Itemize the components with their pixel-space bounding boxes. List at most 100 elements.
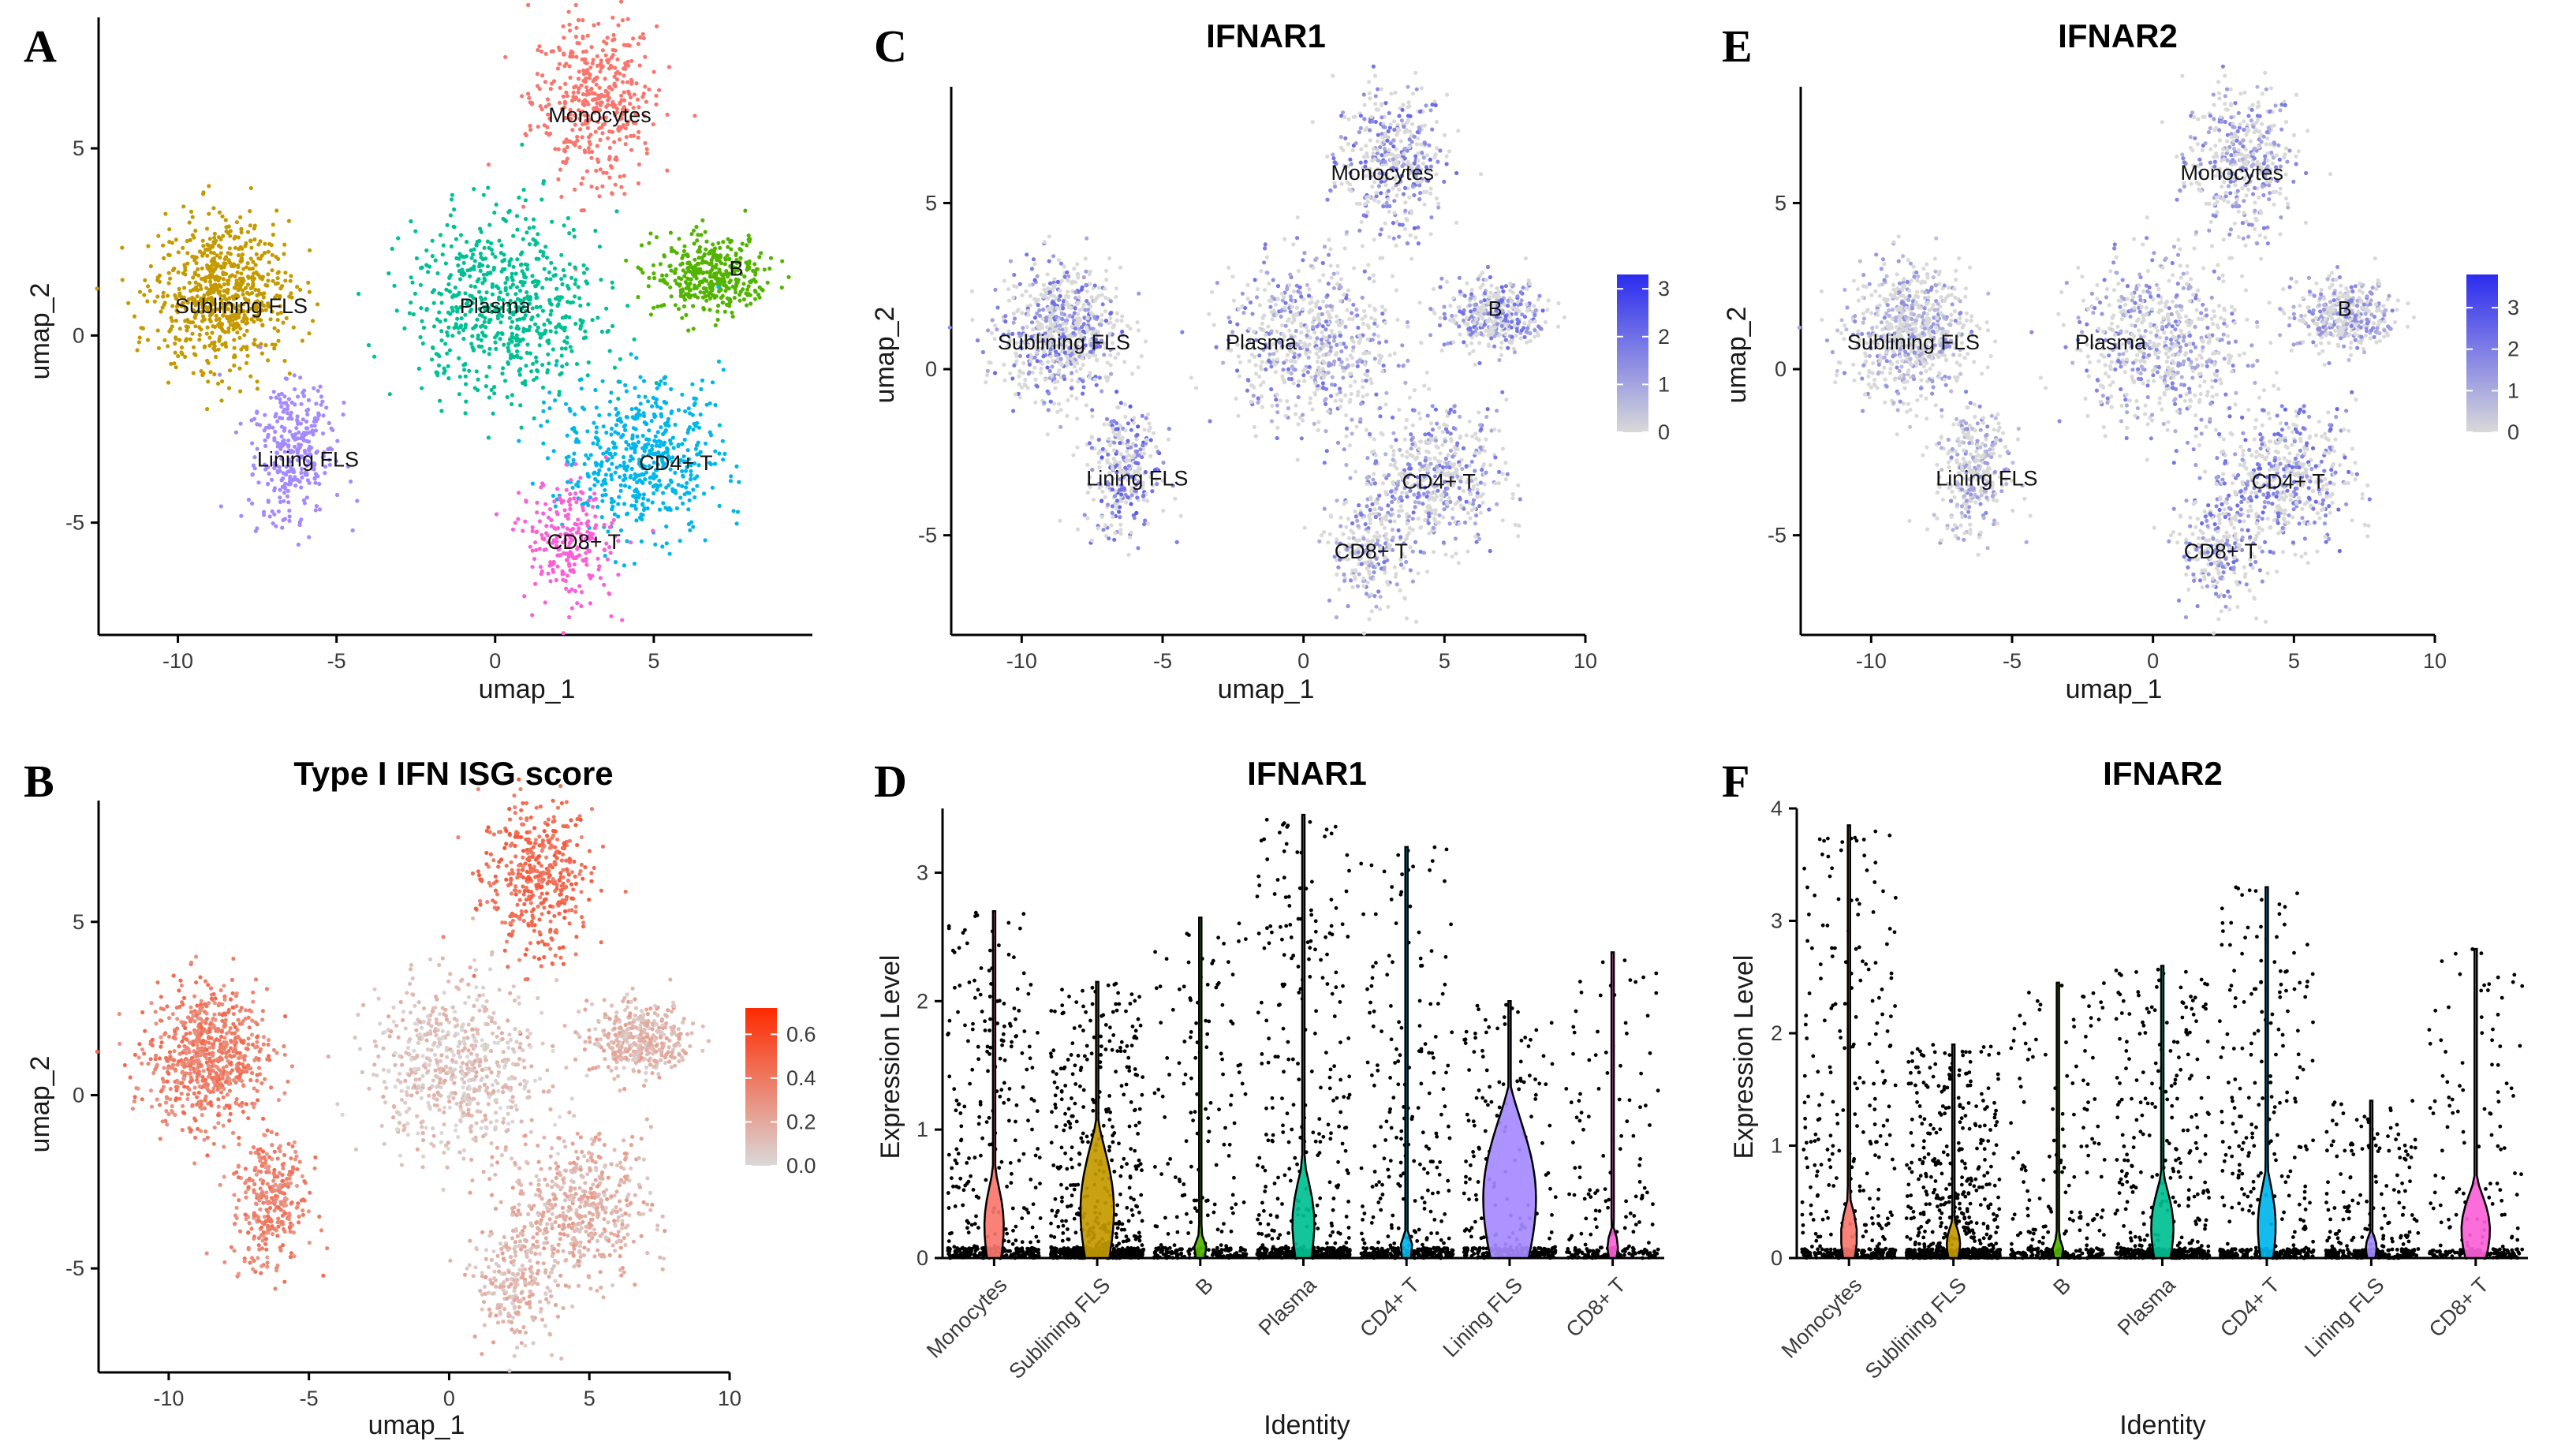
cell-point bbox=[680, 261, 685, 266]
cell-point bbox=[244, 321, 248, 326]
cell-point bbox=[235, 270, 240, 274]
cell-point bbox=[590, 318, 595, 323]
cell-point bbox=[648, 231, 653, 236]
cell-point bbox=[189, 1067, 193, 1072]
cell-point bbox=[518, 786, 523, 792]
cell-point bbox=[166, 1034, 171, 1039]
cell-point bbox=[561, 577, 566, 582]
cell-point bbox=[197, 332, 202, 338]
cell-point bbox=[619, 93, 624, 98]
cell-point bbox=[282, 491, 287, 495]
cell-point bbox=[652, 69, 656, 74]
cell-point bbox=[300, 475, 304, 480]
cell-point bbox=[188, 337, 192, 342]
cell-point bbox=[548, 579, 553, 584]
cell-point bbox=[594, 82, 599, 87]
cell-point bbox=[262, 428, 267, 433]
cell-point bbox=[693, 476, 697, 481]
cell-point bbox=[516, 995, 521, 1000]
cell-point bbox=[539, 572, 543, 577]
cell-point bbox=[190, 1059, 195, 1064]
cell-point bbox=[448, 289, 453, 294]
cell-point bbox=[542, 954, 547, 960]
cell-point bbox=[600, 498, 605, 503]
cell-point bbox=[589, 86, 594, 91]
cell-point bbox=[619, 185, 624, 189]
cell-point bbox=[204, 286, 209, 290]
cell-point bbox=[731, 509, 736, 513]
cell-point bbox=[603, 455, 608, 460]
cell-point bbox=[374, 1043, 379, 1048]
cell-point bbox=[581, 91, 586, 97]
cell-point bbox=[499, 330, 504, 335]
cell-point bbox=[563, 346, 568, 351]
cell-point bbox=[558, 100, 562, 105]
cell-point bbox=[582, 113, 588, 118]
cell-point bbox=[234, 991, 239, 996]
cell-point bbox=[580, 915, 584, 920]
cell-point bbox=[642, 420, 647, 425]
cell-point bbox=[439, 1140, 444, 1144]
cell-point bbox=[295, 414, 300, 419]
cell-point bbox=[118, 1041, 122, 1046]
cell-point bbox=[528, 815, 533, 820]
cell-point bbox=[644, 1065, 649, 1070]
cell-point bbox=[650, 404, 655, 409]
cell-point bbox=[629, 473, 633, 479]
cell-point bbox=[267, 1037, 271, 1043]
cell-point bbox=[560, 315, 565, 320]
cell-point bbox=[722, 451, 727, 457]
cell-point bbox=[575, 842, 580, 848]
cell-point bbox=[297, 442, 301, 447]
cell-point bbox=[691, 327, 696, 331]
cell-point bbox=[220, 1076, 225, 1081]
cell-point bbox=[491, 1010, 496, 1015]
cell-point bbox=[231, 956, 236, 961]
cell-point bbox=[275, 271, 280, 275]
cell-point bbox=[737, 480, 741, 484]
cell-point bbox=[573, 521, 577, 527]
cell-point bbox=[589, 879, 594, 883]
cell-point bbox=[192, 994, 197, 999]
cell-point bbox=[525, 947, 529, 952]
cell-point bbox=[579, 590, 584, 595]
cell-point bbox=[509, 860, 513, 864]
cell-point bbox=[547, 910, 551, 915]
cell-point bbox=[183, 354, 188, 359]
cell-point bbox=[466, 982, 471, 987]
cell-point bbox=[687, 277, 692, 282]
cell-point bbox=[134, 1085, 139, 1091]
x-tick-label: -10 bbox=[153, 1387, 184, 1410]
cell-point bbox=[266, 481, 271, 487]
cell-point bbox=[245, 347, 249, 352]
cell-point bbox=[565, 362, 569, 367]
cell-point bbox=[225, 1092, 230, 1097]
cell-point bbox=[391, 1019, 396, 1024]
cell-point bbox=[709, 258, 714, 263]
cell-point bbox=[255, 410, 259, 416]
cell-point bbox=[211, 206, 216, 211]
cell-point bbox=[450, 197, 454, 202]
cell-point bbox=[233, 1031, 237, 1036]
cell-point bbox=[681, 304, 687, 308]
cell-point bbox=[460, 1077, 465, 1081]
cell-point bbox=[494, 512, 499, 517]
cell-point bbox=[521, 855, 525, 860]
cell-point bbox=[95, 286, 99, 291]
cell-point bbox=[476, 277, 481, 282]
cell-point bbox=[454, 1128, 458, 1133]
y-tick-label: 0 bbox=[73, 1083, 84, 1107]
cell-point bbox=[579, 83, 584, 88]
cell-point bbox=[678, 1032, 683, 1036]
cell-point bbox=[220, 1002, 225, 1006]
cell-point bbox=[625, 80, 630, 84]
cell-point bbox=[461, 1148, 467, 1152]
cell-point bbox=[603, 53, 608, 58]
cell-point bbox=[288, 278, 293, 283]
cell-point bbox=[509, 257, 513, 262]
cell-point bbox=[195, 1095, 200, 1099]
cell-point bbox=[685, 490, 690, 495]
cell-point bbox=[641, 496, 646, 501]
cell-point bbox=[517, 372, 522, 377]
cell-point bbox=[502, 342, 506, 347]
